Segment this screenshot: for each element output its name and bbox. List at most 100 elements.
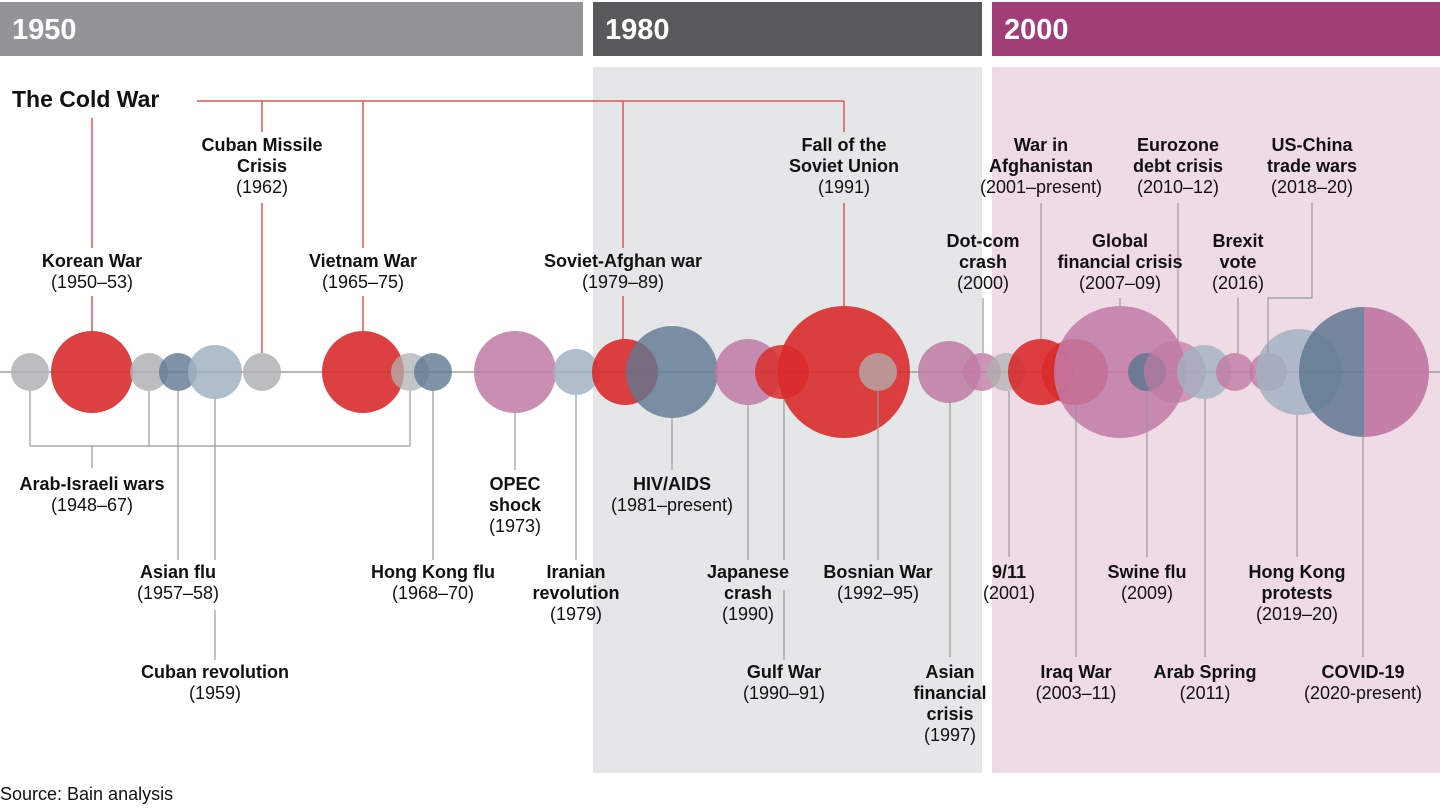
event-title: Gulf War — [746, 662, 822, 682]
event-title: Cuban Missile — [201, 135, 323, 155]
event-bubble — [918, 341, 980, 403]
event-label: Iranian revolution (1979) — [532, 562, 619, 625]
event-title: US-China — [1271, 135, 1353, 155]
event-title: Asian — [925, 662, 975, 682]
era-1980-background — [593, 67, 982, 773]
event-date: (2020-present) — [1303, 683, 1423, 703]
event-date: (1957–58) — [136, 583, 220, 603]
event-title: Swine flu — [1107, 562, 1187, 582]
event-title: Asian flu — [139, 562, 217, 582]
event-date: (1973) — [488, 516, 542, 536]
event-date: (1979–89) — [581, 272, 665, 292]
event-label: Arab Spring (2011) — [1153, 662, 1256, 704]
event-title: Arab Spring — [1153, 662, 1257, 682]
event-title: financial crisis — [1057, 252, 1183, 272]
covid-bubble-economic-half — [1364, 307, 1429, 437]
event-title: crisis — [926, 704, 974, 724]
cold-war-label: The Cold War — [12, 86, 160, 112]
event-date: (1991) — [817, 177, 871, 197]
event-date: (1992–95) — [836, 583, 920, 603]
event-bubble — [474, 331, 556, 413]
event-bubble — [11, 353, 49, 391]
event-title: Soviet Union — [788, 156, 900, 176]
event-label: Soviet-Afghan war (1979–89) — [544, 251, 702, 293]
event-title: Hong Kong flu — [371, 562, 495, 582]
event-date: (2009) — [1120, 583, 1174, 603]
event-date: (1948–67) — [50, 495, 134, 515]
event-label: Dot-com crash (2000) — [947, 231, 1020, 294]
event-bubble — [1177, 345, 1231, 399]
event-title: Bosnian War — [823, 562, 933, 582]
event-bubble — [188, 345, 242, 399]
event-title: Crisis — [236, 156, 288, 176]
event-label: War in Afghanistan (2001–present) — [980, 135, 1102, 198]
event-date: (2000) — [956, 273, 1010, 293]
event-bubble — [778, 306, 910, 438]
event-title: Hong Kong — [1248, 562, 1346, 582]
event-date: (1979) — [549, 604, 603, 624]
event-date: (1968–70) — [391, 583, 475, 603]
event-date: (1981–present) — [610, 495, 734, 515]
source-note: Source: Bain analysis — [0, 784, 174, 804]
event-label: Asian financial crisis (1997) — [913, 662, 986, 746]
event-title: 9/11 — [991, 562, 1027, 582]
event-title: revolution — [532, 583, 620, 603]
event-bubble — [159, 353, 197, 391]
event-title: HIV/AIDS — [632, 474, 711, 494]
event-label: Gulf War (1990–91) — [743, 662, 825, 704]
event-bubble — [1216, 353, 1254, 391]
event-bubble — [859, 353, 897, 391]
event-bubble — [414, 353, 452, 391]
event-label: US-China trade wars (2018–20) — [1267, 135, 1357, 198]
event-bubble — [626, 326, 718, 418]
event-title: vote — [1219, 252, 1257, 272]
event-date: (2011) — [1179, 683, 1231, 703]
event-label: Arab-Israeli wars (1948–67) — [19, 474, 164, 516]
event-bubble — [51, 331, 133, 413]
event-title: shock — [488, 495, 542, 515]
event-label: Brexit vote (2016) — [1212, 231, 1264, 294]
event-label: 9/11 (2001) — [983, 562, 1035, 604]
event-title: Dot-com — [946, 231, 1020, 251]
event-label: Korean War (1950–53) — [42, 251, 142, 293]
event-label: Swine flu (2009) — [1107, 562, 1186, 604]
event-date: (2010–12) — [1136, 177, 1220, 197]
event-label: Fall of the Soviet Union (1991) — [789, 135, 899, 198]
era-header-2000: 2000 — [992, 2, 1440, 56]
event-label: Hong Kong protests (2019–20) — [1249, 562, 1346, 625]
event-label: Japanese crash (1990) — [707, 562, 789, 625]
event-title: Korean War — [41, 251, 143, 271]
event-title: Afghanistan — [988, 156, 1093, 176]
event-title: Soviet-Afghan war — [543, 251, 703, 271]
event-date: (1962) — [235, 177, 289, 197]
event-title: financial — [913, 683, 987, 703]
event-bubble — [1054, 306, 1186, 438]
event-bubble — [553, 349, 599, 395]
event-date: (1990) — [721, 604, 775, 624]
event-date: (1990–91) — [742, 683, 826, 703]
event-label: HIV/AIDS (1981–present) — [611, 474, 733, 516]
event-date: (1950–53) — [50, 272, 134, 292]
event-title: Brexit — [1212, 231, 1264, 251]
event-title: Vietnam War — [308, 251, 418, 271]
event-label: Hong Kong flu (1968–70) — [371, 562, 495, 604]
event-title: protests — [1261, 583, 1333, 603]
event-title: COVID-19 — [1321, 662, 1405, 682]
era-header-1980: 1980 — [593, 2, 982, 56]
event-date: (2016) — [1211, 273, 1265, 293]
event-title: War in — [1013, 135, 1069, 155]
covid-bubble-health-half — [1299, 307, 1364, 437]
event-date: (1997) — [923, 725, 977, 745]
event-date: (2019–20) — [1255, 604, 1339, 624]
event-title: Eurozone — [1136, 135, 1220, 155]
event-title: crash — [958, 252, 1008, 272]
leader-us-china — [1267, 203, 1313, 353]
event-date: (2018–20) — [1270, 177, 1354, 197]
event-label: Iraq War (2003–11) — [1036, 662, 1117, 704]
event-title: Global — [1091, 231, 1148, 251]
bracket-arab-israeli — [29, 391, 411, 447]
event-label: COVID-19 (2020-present) — [1304, 662, 1422, 704]
event-title: Iraq War — [1040, 662, 1112, 682]
event-date: (1959) — [188, 683, 242, 703]
